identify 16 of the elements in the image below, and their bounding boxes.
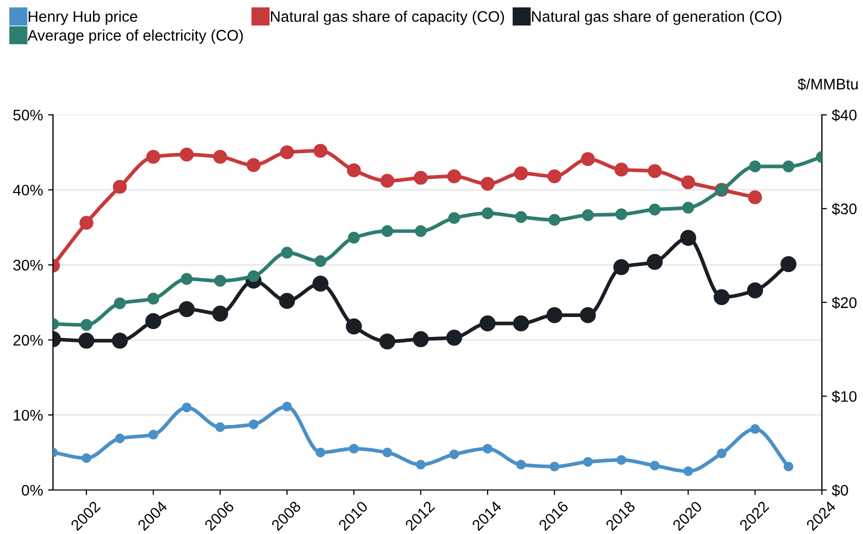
y-tick-label: 10% — [14, 410, 43, 421]
y2-tick-label: $0 — [832, 484, 848, 497]
y2-tick-label: $20 — [832, 296, 857, 309]
y-tick-label: 30% — [13, 260, 43, 271]
y2-tick-label: $10 — [832, 390, 857, 403]
y2-tick-label: $30 — [832, 202, 857, 216]
legend-label: Natural gas share of generation (CO) — [532, 10, 782, 25]
legend-label: Henry Hub price — [28, 10, 138, 25]
legend-label: Average price of electricity (CO) — [28, 30, 243, 44]
y-tick-label: 0% — [22, 484, 43, 496]
y2-axis-title: $/MMBtu — [798, 78, 858, 90]
y-tick-label: 40% — [13, 184, 43, 196]
y-tick-label: 50% — [13, 110, 43, 120]
y-tick-label: 20% — [13, 334, 43, 346]
legend-label: Natural gas share of capacity (CO) — [270, 10, 504, 25]
y2-tick-label: $40 — [832, 109, 857, 122]
